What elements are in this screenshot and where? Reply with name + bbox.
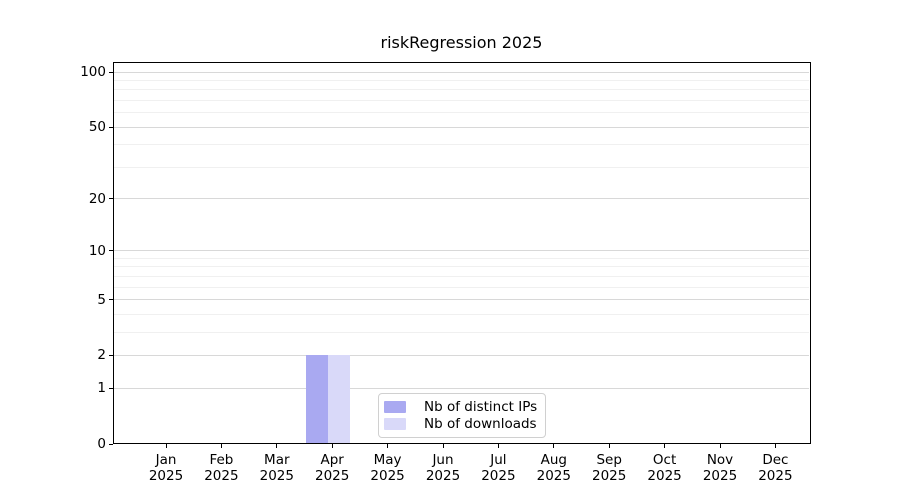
legend-label-downloads: Nb of downloads xyxy=(424,416,537,433)
y-gridline-major xyxy=(114,299,809,301)
y-tick-label: 50 xyxy=(88,119,106,136)
axis-spine-right xyxy=(810,62,811,444)
y-tick-mark xyxy=(109,299,113,301)
y-tick-label: 0 xyxy=(97,436,106,452)
x-tick-label: Nov 2025 xyxy=(702,452,738,484)
x-tick-mark xyxy=(387,444,389,448)
y-gridline-major xyxy=(114,126,809,128)
y-tick-mark xyxy=(109,126,113,128)
y-tick-label: 20 xyxy=(88,190,106,207)
x-tick-mark xyxy=(719,444,721,448)
x-tick-label: Aug 2025 xyxy=(536,452,571,484)
y-gridline-major xyxy=(114,250,809,252)
legend-swatch-distinct-ips xyxy=(384,400,406,413)
y-gridline-minor xyxy=(114,331,809,333)
y-gridline-major xyxy=(114,71,809,73)
x-tick-mark xyxy=(497,444,499,448)
y-gridline-major xyxy=(114,198,809,200)
y-gridline-minor xyxy=(114,79,809,81)
x-tick-mark xyxy=(276,444,278,448)
y-tick-mark xyxy=(109,198,113,200)
y-tick-label: 5 xyxy=(97,291,106,308)
x-tick-label: Dec 2025 xyxy=(758,452,793,484)
legend-box: Nb of distinct IPs Nb of downloads xyxy=(378,393,546,438)
x-tick-label: Mar 2025 xyxy=(259,452,294,484)
axis-spine-bottom xyxy=(113,443,811,444)
x-tick-mark xyxy=(165,444,167,448)
y-tick-label: 100 xyxy=(80,64,106,81)
x-tick-label: Jan 2025 xyxy=(148,452,184,484)
chart-title: riskRegression 2025 xyxy=(380,33,543,52)
x-tick-label: Sep 2025 xyxy=(592,452,627,484)
x-tick-mark xyxy=(664,444,666,448)
axis-spine-top xyxy=(113,62,811,63)
x-tick-label: Jun 2025 xyxy=(425,452,461,484)
x-tick-mark xyxy=(220,444,222,448)
x-tick-label: Apr 2025 xyxy=(315,452,350,484)
x-tick-label: May 2025 xyxy=(370,452,405,484)
plot-area xyxy=(113,62,810,444)
x-tick-label: Jul 2025 xyxy=(481,452,516,484)
y-tick-mark xyxy=(109,387,113,389)
x-tick-label: Oct 2025 xyxy=(647,452,682,484)
x-tick-mark xyxy=(774,444,776,448)
y-gridline-minor xyxy=(114,144,809,146)
legend-item-downloads: Nb of downloads xyxy=(384,416,537,434)
x-tick-mark xyxy=(331,444,333,448)
y-tick-mark xyxy=(109,250,113,252)
y-tick-label: 1 xyxy=(97,380,106,397)
x-tick-mark xyxy=(442,444,444,448)
legend-item-distinct-ips: Nb of distinct IPs xyxy=(384,398,537,416)
legend-label-distinct-ips: Nb of distinct IPs xyxy=(424,398,538,415)
y-tick-label: 10 xyxy=(88,242,106,259)
y-gridline-major xyxy=(114,387,809,389)
y-gridline-minor xyxy=(114,166,809,168)
y-gridline-minor xyxy=(114,286,809,288)
y-gridline-minor xyxy=(114,112,809,114)
y-gridline-minor xyxy=(114,99,809,101)
x-tick-mark xyxy=(608,444,610,448)
y-tick-label: 2 xyxy=(97,347,106,364)
y-tick-mark xyxy=(109,354,113,356)
y-tick-mark xyxy=(109,443,113,445)
axis-spine-left xyxy=(113,62,114,444)
y-gridline-minor xyxy=(114,275,809,277)
y-gridline-minor xyxy=(114,266,809,268)
y-gridline-minor xyxy=(114,89,809,91)
y-gridline-minor xyxy=(114,313,809,315)
x-tick-label: Feb 2025 xyxy=(204,452,239,484)
y-tick-mark xyxy=(109,71,113,73)
legend-swatch-downloads xyxy=(384,418,406,431)
x-tick-mark xyxy=(553,444,555,448)
y-gridline-major xyxy=(114,354,809,356)
bar-distinct-ips xyxy=(306,355,329,444)
bar-downloads xyxy=(328,355,351,444)
y-gridline-minor xyxy=(114,257,809,259)
